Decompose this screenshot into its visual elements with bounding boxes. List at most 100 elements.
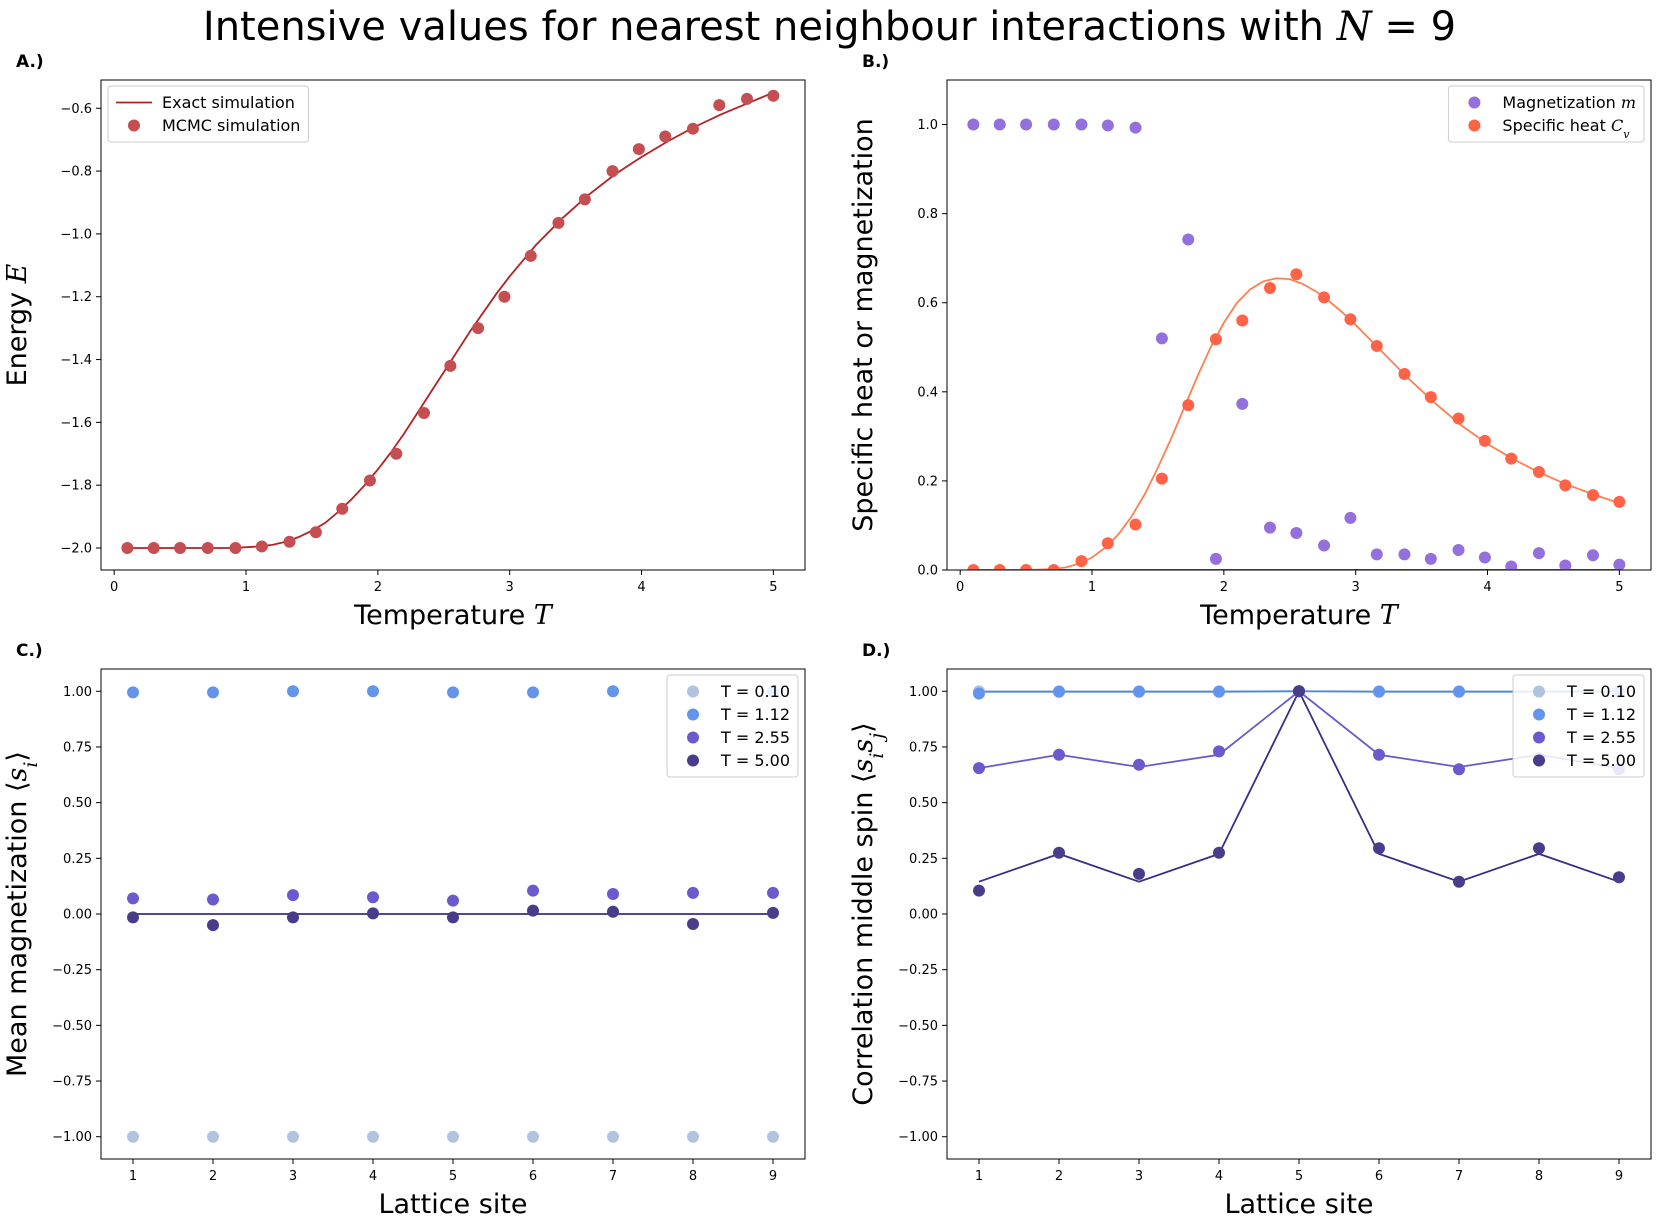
data-point [687, 886, 699, 899]
x-tick-label: 9 [769, 1169, 777, 1184]
data-point [1398, 368, 1411, 380]
data-point [390, 447, 403, 460]
data-point [607, 685, 619, 698]
x-tick-label: 4 [1215, 1169, 1223, 1184]
data-point [287, 685, 299, 698]
x-tick-label: 3 [506, 580, 514, 595]
legend-label: Specific heat Cv [1502, 116, 1630, 141]
legend-label: T = 0.10 [720, 682, 790, 701]
axes-frame [946, 79, 1652, 571]
data-point [1182, 399, 1195, 412]
data-point [1290, 527, 1303, 540]
data-point [1424, 552, 1437, 565]
legend-dot-marker [687, 754, 700, 767]
data-point [659, 130, 672, 143]
y-tick-label: 0.6 [917, 296, 938, 311]
data-point [1101, 119, 1114, 132]
data-point [1373, 748, 1385, 761]
data-point [1047, 564, 1060, 570]
series-t-2-55 [127, 884, 779, 907]
data-point [767, 906, 779, 919]
series-mcmc-simulation [121, 89, 780, 555]
data-point [1453, 875, 1465, 888]
legend: Exact simulation MCMC simulation [107, 85, 309, 143]
x-tick-label: 4 [637, 580, 645, 595]
panel-c: C.) 1 2 3 4 5 6 7 8 9 −1.00 −0.75 −0.50 −0.25 0.00 0.25… [2, 641, 806, 1220]
data-point [686, 122, 699, 135]
x-axis-label: Lattice site [378, 1189, 527, 1220]
y-tick-label: −0.25 [898, 963, 938, 978]
data-point [1293, 685, 1305, 698]
data-point [336, 502, 349, 515]
legend-label: T = 5.00 [1566, 751, 1636, 770]
legend: Magnetization m Specific heat Cv [1447, 85, 1645, 143]
data-point [1318, 539, 1331, 552]
legend-dot-marker [1468, 119, 1481, 132]
data-point [527, 686, 539, 699]
data-point [993, 564, 1006, 570]
data-point [687, 1130, 699, 1143]
y-tick-label: 1.0 [917, 118, 938, 133]
y-tick-label: −1.6 [60, 416, 92, 431]
data-point [1453, 685, 1465, 698]
data-point [1213, 745, 1225, 758]
legend-item: T = 5.00 [1533, 751, 1636, 770]
x-axis-label: Temperature T [353, 600, 554, 631]
x-tick-label: 4 [369, 1169, 377, 1184]
data-point [287, 889, 299, 902]
x-tick-label: 2 [1220, 580, 1228, 595]
data-point [687, 918, 699, 931]
x-tick-label: 1 [975, 1169, 983, 1184]
data-point [1264, 282, 1276, 295]
y-tick-label: 0.4 [917, 385, 938, 400]
data-point [287, 911, 299, 924]
data-point [1133, 758, 1145, 771]
y-tick-label: 0.50 [909, 796, 938, 811]
data-point [552, 216, 565, 229]
data-point [367, 1130, 379, 1143]
data-point [147, 542, 160, 555]
data-point [1559, 479, 1572, 492]
data-point [1020, 118, 1033, 131]
data-point [127, 911, 139, 924]
y-tick-label: −1.2 [60, 290, 92, 305]
y-tick-label: −2.0 [60, 542, 92, 557]
legend-item: T = 2.55 [1533, 728, 1636, 747]
y-tick-label: −0.25 [52, 963, 92, 978]
data-point [1053, 685, 1065, 698]
data-point [767, 1130, 779, 1143]
legend-label: T = 2.55 [720, 728, 790, 747]
legend-box [1447, 85, 1645, 143]
y-tick-label: 0.75 [909, 740, 938, 755]
data-point [1505, 560, 1518, 570]
data-point [1133, 867, 1145, 880]
plot-area [967, 118, 1626, 570]
legend-item: T = 1.12 [687, 705, 790, 724]
series-line-exact-simulation [127, 91, 774, 549]
legend-item: T = 2.55 [687, 728, 790, 747]
data-point [367, 907, 379, 920]
data-point [1344, 313, 1357, 326]
panel-b: B.) 0 1 2 3 4 5 0.0 0.2 0.4 0.6 0.8 1.0 Temperature T… [848, 52, 1652, 631]
data-point [527, 1130, 539, 1143]
data-point [367, 685, 379, 698]
legend-label: Magnetization m [1502, 93, 1636, 112]
data-point [367, 891, 379, 904]
y-tick-label: 1.00 [909, 685, 938, 700]
data-point [447, 1130, 459, 1143]
data-point [1075, 555, 1088, 568]
x-tick-label: 5 [1615, 580, 1623, 595]
data-point [1586, 549, 1599, 562]
legend-dot-marker [128, 119, 140, 132]
y-tick-label: 0.50 [63, 796, 92, 811]
data-point [121, 542, 134, 555]
y-tick-label: 0.2 [917, 474, 938, 489]
data-point [309, 526, 322, 539]
y-tick-label: 0.8 [917, 207, 938, 222]
data-point [447, 686, 459, 699]
data-point [447, 894, 459, 907]
y-tick-label: −0.8 [60, 165, 92, 180]
data-point [967, 564, 980, 570]
data-point [607, 1130, 619, 1143]
